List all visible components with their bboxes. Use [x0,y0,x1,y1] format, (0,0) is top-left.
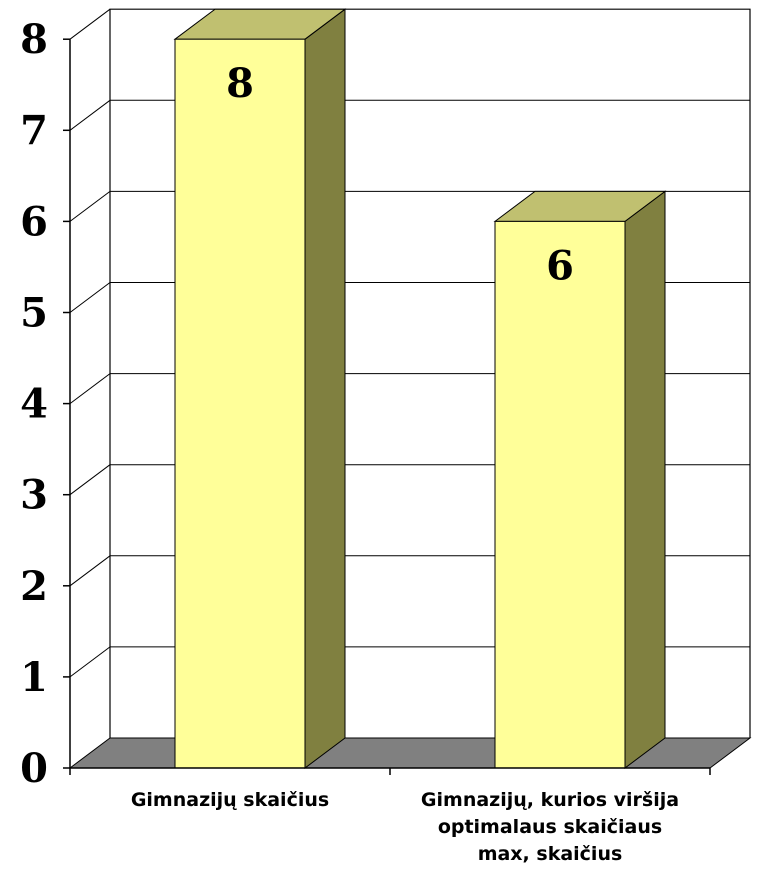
gridline-side [69,282,111,313]
x-axis-labels: Gimnazijų skaičius Gimnazijų, kurios virš… [131,789,679,865]
y-tick-label: 1 [20,654,48,701]
data-labels: 86 [226,60,574,289]
y-tick-label: 7 [20,107,48,154]
bar-side [304,8,346,769]
bar-front [174,38,306,769]
y-tick-label: 2 [20,563,48,610]
y-tick-label: 0 [20,745,48,792]
x-tick-label-line: optimalaus skaičiaus [438,816,662,838]
x-tick-label-line: max, skaičius [478,843,623,865]
x-tick-label: Gimnazijų, kurios viršija optimalaus skai… [421,789,679,865]
gridline-side [69,646,111,678]
bar-front [494,220,626,769]
x-tick-label-line: Gimnazijų skaičius [131,789,329,811]
data-label: 8 [226,60,254,107]
y-tick-label: 4 [20,381,48,428]
y-tick-label: 5 [20,290,48,337]
y-tick-label: 6 [20,198,48,245]
gridline-side [69,373,111,405]
y-tick-label: 3 [20,472,48,519]
bar-side [624,190,666,769]
x-tick-label-line: Gimnazijų, kurios viršija [421,789,679,811]
gridline-side [69,99,111,131]
bar [173,8,347,769]
gridline-side [69,190,111,222]
bars [173,8,667,769]
bar [493,190,667,769]
x-tick-label: Gimnazijų skaičius [131,789,329,811]
gridline-side [69,8,111,40]
y-axis-ticks: 0 1 2 3 4 5 6 7 8 [20,16,70,792]
y-tick-label: 8 [20,16,48,63]
gridline-side [69,555,111,587]
gridline-side [69,464,111,496]
data-label: 6 [546,242,574,289]
